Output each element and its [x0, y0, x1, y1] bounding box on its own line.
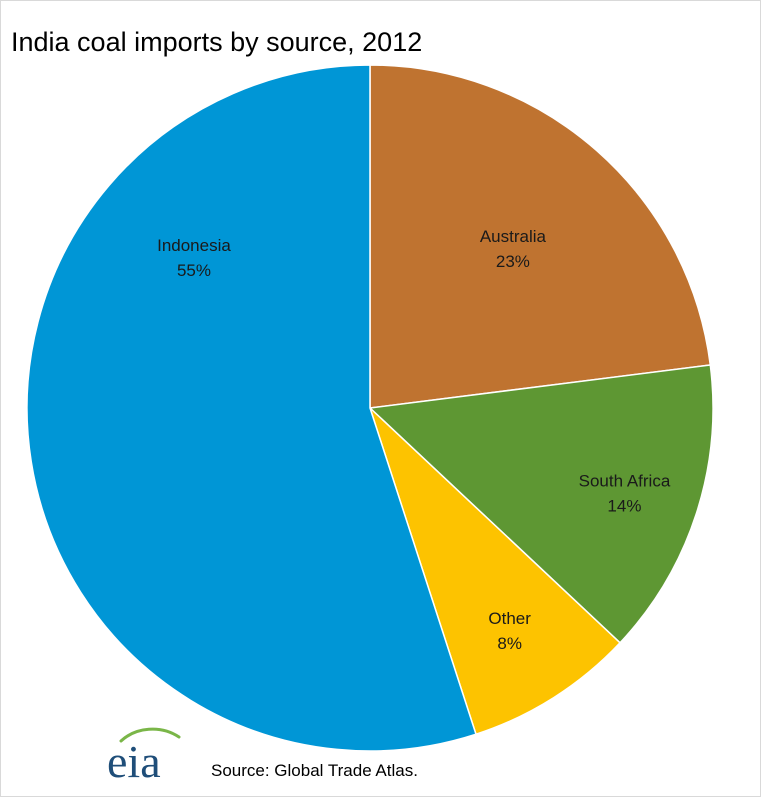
slice-value-australia: 23% [496, 252, 530, 271]
slice-label-other: Other [488, 609, 531, 628]
slice-label-indonesia: Indonesia [157, 236, 231, 255]
slice-label-south-africa: South Africa [579, 472, 671, 491]
pie-slice-south-africa [368, 364, 714, 644]
pie-slice-other [369, 407, 622, 736]
pie-slice-australia [369, 64, 712, 409]
source-note: Source: Global Trade Atlas. [211, 761, 418, 780]
logo-text: eia [107, 736, 161, 785]
pie-slice-indonesia [26, 64, 477, 752]
chart-title: India coal imports by source, 2012 [11, 27, 423, 57]
eia-logo: eia [107, 727, 181, 785]
slice-value-south-africa: 14% [607, 497, 641, 516]
slice-label-australia: Australia [480, 227, 547, 246]
slice-value-other: 8% [497, 634, 522, 653]
slice-value-indonesia: 55% [177, 261, 211, 280]
